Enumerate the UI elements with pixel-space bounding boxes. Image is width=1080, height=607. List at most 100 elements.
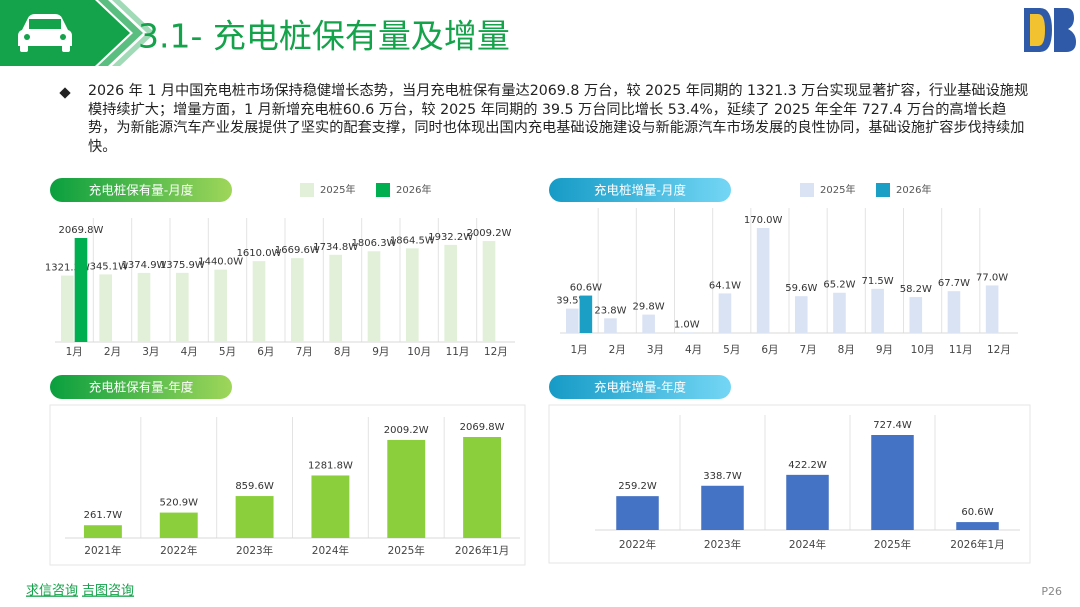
bar [482,241,496,342]
data-label: 170.0W [744,215,783,226]
bar [235,496,274,538]
bar [579,295,593,333]
bar [616,496,659,530]
data-label: 29.8W [633,302,665,313]
data-label: 59.6W [785,283,817,294]
x-tick-label: 10月 [911,344,935,356]
x-tick-label: 1月 [66,346,83,358]
bar [159,512,198,538]
legend-label: 2025年 [820,183,855,196]
header-title: 3.1- 充电桩保有量及增量 [138,17,510,56]
x-tick-label: 2025年 [874,538,911,551]
data-label: 1734.8W [313,242,358,253]
legend-label: 2025年 [320,183,355,196]
bar [83,525,122,538]
data-label: 1932.2W [428,232,473,243]
bar [329,254,342,342]
data-label: 2009.2W [384,425,429,436]
x-tick-label: 2024年 [789,538,826,551]
data-label: 71.5W [862,276,894,287]
x-tick-label: 6月 [761,344,778,356]
legend-swatch [376,183,390,197]
chart-title: 充电桩增量-月度 [594,183,687,198]
x-tick-label: 5月 [723,344,740,356]
x-tick-label: 3月 [647,344,664,356]
x-tick-label: 9月 [372,346,389,358]
bar [137,272,151,342]
data-label: 1864.5W [390,235,435,246]
x-tick-label: 5月 [219,346,236,358]
bar [387,439,426,538]
x-tick-label: 11月 [446,346,470,358]
x-tick-label: 4月 [685,344,702,356]
chart-title: 充电桩增量-年度 [594,380,687,395]
bar [642,314,655,333]
x-tick-label: 11月 [949,344,973,356]
data-label: 58.2W [900,284,932,295]
data-label: 2069.8W [460,422,505,433]
chart-title-pill [50,375,232,399]
x-tick-label: 9月 [876,344,893,356]
chart-title-pill [549,375,731,399]
x-tick-label: 12月 [987,344,1011,356]
data-label: 1374.9W [122,260,167,271]
footer-brand[interactable]: 吉图咨询 [82,584,134,599]
page-number: P26 [1041,585,1062,598]
bar [947,291,961,333]
bar [565,308,579,333]
data-label: 77.0W [976,272,1008,283]
x-tick-label: 1月 [570,344,587,356]
bar [909,297,923,333]
data-label: 1281.8W [308,460,353,471]
x-tick-label: 2023年 [704,538,741,551]
data-label: 1669.6W [275,245,320,256]
chart-panel [49,404,526,566]
data-label: 64.1W [709,280,741,291]
bar [718,293,732,333]
bar [794,296,808,333]
bar [291,258,304,342]
bar [756,228,770,333]
x-tick-label: 7月 [296,346,313,358]
x-tick-label: 10月 [407,346,431,358]
chart-title-pill [50,178,232,202]
x-tick-label: 2025年 [388,544,425,557]
legend-swatch [876,183,890,197]
bar [444,244,457,342]
chart-title: 充电桩保有量-年度 [89,380,194,395]
x-tick-label: 2022年 [619,538,656,551]
x-tick-label: 2月 [104,346,121,358]
x-tick-label: 2月 [609,344,626,356]
x-tick-label: 2026年1月 [950,538,1004,551]
legend-label: 2026年 [396,183,431,196]
data-label: 1806.3W [352,238,397,249]
data-label: 520.9W [159,498,198,509]
data-label: 259.2W [618,481,657,492]
data-label: 1345.1W [83,261,128,272]
data-label: 261.7W [84,510,123,521]
x-tick-label: 6月 [257,346,274,358]
data-label: 1440.0W [198,257,243,268]
data-label: 2009.2W [467,228,512,239]
bar [176,272,189,342]
bar [956,522,999,530]
footer-brand[interactable]: 求信咨询 [26,584,78,599]
bar [99,274,112,342]
summary: 2026 年 1 月中国充电桩市场保持稳健增长态势，当月充电桩保有量达2069.… [88,83,1029,155]
bar [61,275,74,342]
bar [214,269,227,342]
bar [680,332,694,333]
data-label: 422.2W [788,460,827,471]
logo [1024,8,1076,52]
data-label: 67.7W [938,278,970,289]
x-tick-label: 2021年 [84,544,121,557]
bar [311,475,350,538]
x-tick-label: 2022年 [160,544,197,557]
bar [833,292,846,333]
car-icon [18,14,72,52]
data-label: 60.6W [570,283,602,294]
bar [367,251,381,342]
data-label: 338.7W [703,471,742,482]
